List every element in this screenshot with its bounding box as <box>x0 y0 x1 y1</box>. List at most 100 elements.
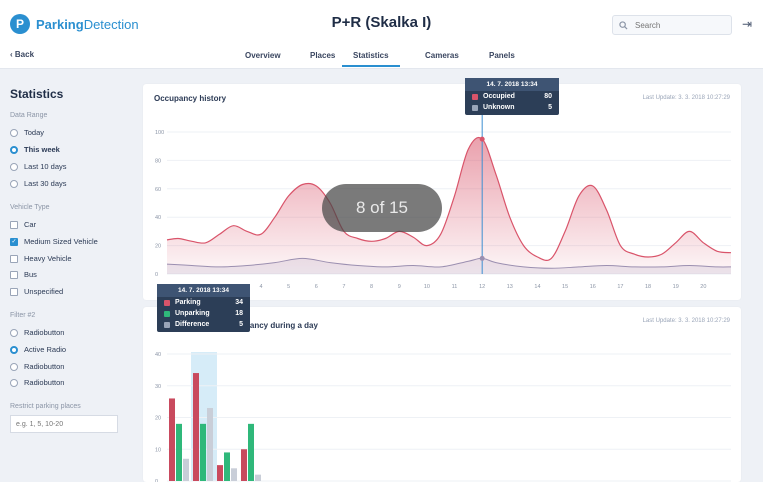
search-box[interactable] <box>612 15 732 35</box>
app-logo[interactable]: P ParkingDetection <box>10 14 139 34</box>
daily-last-update: Last Update: 3. 3. 2018 10:27:29 <box>642 318 730 324</box>
radio-label: Radiobutton <box>24 378 65 387</box>
bar-unparking <box>248 423 254 481</box>
radio-filter2-3[interactable]: Radiobutton <box>10 362 64 371</box>
checkbox-icon <box>10 220 18 229</box>
radio-label: Last 10 days <box>24 162 67 171</box>
radio-selected-icon <box>10 145 18 154</box>
search-input[interactable] <box>633 19 717 31</box>
tab-panels[interactable]: Panels <box>489 51 515 60</box>
radio-icon <box>10 179 18 188</box>
logo-text-rest: Detection <box>83 16 139 32</box>
hover-point-unknown <box>479 255 485 261</box>
daily-tooltip: 14. 7. 2018 13:34 Parking 34 Unparking 18 … <box>157 284 250 332</box>
radio-last-10-days[interactable]: Last 10 days <box>10 162 67 171</box>
x-tick-label: 16 <box>590 284 596 290</box>
bar-parking <box>169 398 175 481</box>
sidebar-title: Statistics <box>10 87 64 101</box>
back-link[interactable]: ‹ Back <box>10 50 34 59</box>
y-tick-label: 30 <box>155 384 161 390</box>
x-tick-label: 19 <box>673 284 679 290</box>
vehicle-type-heading: Vehicle Type <box>10 204 50 211</box>
tab-places[interactable]: Places <box>310 51 336 60</box>
checkbox-label: Bus <box>24 270 37 279</box>
checkbox-label: Unspecified <box>24 287 64 296</box>
y-tick-label: 100 <box>155 130 164 136</box>
bar-unparking <box>176 423 182 481</box>
daily-card-title: pancy during a day <box>245 321 318 330</box>
occupancy-last-update: Last Update: 3. 3. 2018 10:27:29 <box>642 95 730 101</box>
bar-parking <box>193 373 199 481</box>
tab-statistics[interactable]: Statistics <box>342 51 400 67</box>
x-tick-label: 12 <box>479 284 485 290</box>
radio-label: Active Radio <box>24 345 67 354</box>
checkbox-medium-sized-vehicle[interactable]: ✓ Medium Sized Vehicle <box>10 237 98 246</box>
bar-unparking <box>200 423 206 481</box>
y-tick-label: 0 <box>155 272 158 278</box>
tooltip-label: Parking <box>175 299 201 306</box>
y-tick-label: 20 <box>155 244 161 250</box>
x-tick-label: 13 <box>507 284 513 290</box>
y-tick-label: 40 <box>155 352 161 358</box>
x-tick-label: 9 <box>398 284 401 290</box>
bar-parking <box>217 465 223 481</box>
bar-difference <box>183 458 189 481</box>
slide-counter-text: 8 of 15 <box>356 198 408 217</box>
radio-icon <box>10 378 18 387</box>
radio-selected-icon <box>10 345 18 354</box>
unknown-line <box>166 257 732 269</box>
tooltip-label: Unparking <box>175 310 210 317</box>
radio-filter2-4[interactable]: Radiobutton <box>10 378 64 387</box>
checkbox-car[interactable]: Car <box>10 220 36 229</box>
legend-swatch-icon <box>164 310 170 317</box>
checkbox-icon <box>10 254 18 263</box>
tooltip-date: 14. 7. 2018 13:34 <box>465 78 559 91</box>
bar-parking <box>241 449 247 481</box>
restrict-heading: Restrict parking places <box>10 403 81 410</box>
y-tick-label: 40 <box>155 215 161 221</box>
tooltip-row-occupied: Occupied 80 <box>465 91 559 102</box>
radio-label: Today <box>24 128 45 137</box>
x-tick-label: 17 <box>617 284 623 290</box>
logo-mark-icon: P <box>10 14 30 34</box>
occupancy-card-title: Occupancy history <box>154 94 227 103</box>
radio-filter2-1[interactable]: Radiobutton <box>10 328 64 337</box>
tooltip-row-difference: Difference 5 <box>157 319 250 332</box>
bar-difference <box>207 407 213 481</box>
occupied-line <box>166 136 732 261</box>
occupancy-during-day-card: pancy during a day Last Update: 3. 3. 20… <box>143 307 741 482</box>
tooltip-value: 34 <box>235 299 243 306</box>
checkbox-heavy-vehicle[interactable]: Heavy Vehicle <box>10 254 72 263</box>
logout-icon[interactable]: ⇥ <box>742 17 753 31</box>
radio-icon <box>10 162 18 171</box>
radio-active-radio[interactable]: Active Radio <box>10 345 66 354</box>
x-tick-label: 14 <box>534 284 540 290</box>
legend-swatch-icon <box>164 299 170 306</box>
x-tick-label: 10 <box>424 284 430 290</box>
restrict-parking-input[interactable] <box>10 415 118 433</box>
y-tick-label: 10 <box>155 447 161 453</box>
tab-overview[interactable]: Overview <box>245 51 281 60</box>
radio-this-week[interactable]: This week <box>10 145 60 154</box>
radio-today[interactable]: Today <box>10 128 44 137</box>
tooltip-row-parking: Parking 34 <box>157 297 250 308</box>
checkbox-icon <box>10 287 18 296</box>
radio-label: Radiobutton <box>24 328 65 337</box>
x-tick-label: 18 <box>645 284 651 290</box>
sidebar: Statistics Data Range Today This week La… <box>0 69 140 476</box>
tab-bar: Overview Places Statistics Cameras Panel… <box>0 47 763 67</box>
logo-text: ParkingDetection <box>36 17 139 32</box>
bar-difference <box>231 468 237 481</box>
checkbox-unspecified[interactable]: Unspecified <box>10 287 63 296</box>
checkbox-bus[interactable]: Bus <box>10 270 37 279</box>
radio-last-30-days[interactable]: Last 30 days <box>10 179 67 188</box>
x-tick-label: 20 <box>700 284 706 290</box>
tooltip-value: 18 <box>235 310 243 317</box>
x-tick-label: 6 <box>315 284 318 290</box>
radio-icon <box>10 328 18 337</box>
radio-icon <box>10 362 18 371</box>
legend-swatch-icon <box>164 321 170 328</box>
checkbox-label: Heavy Vehicle <box>24 254 72 263</box>
tab-cameras[interactable]: Cameras <box>425 51 459 60</box>
